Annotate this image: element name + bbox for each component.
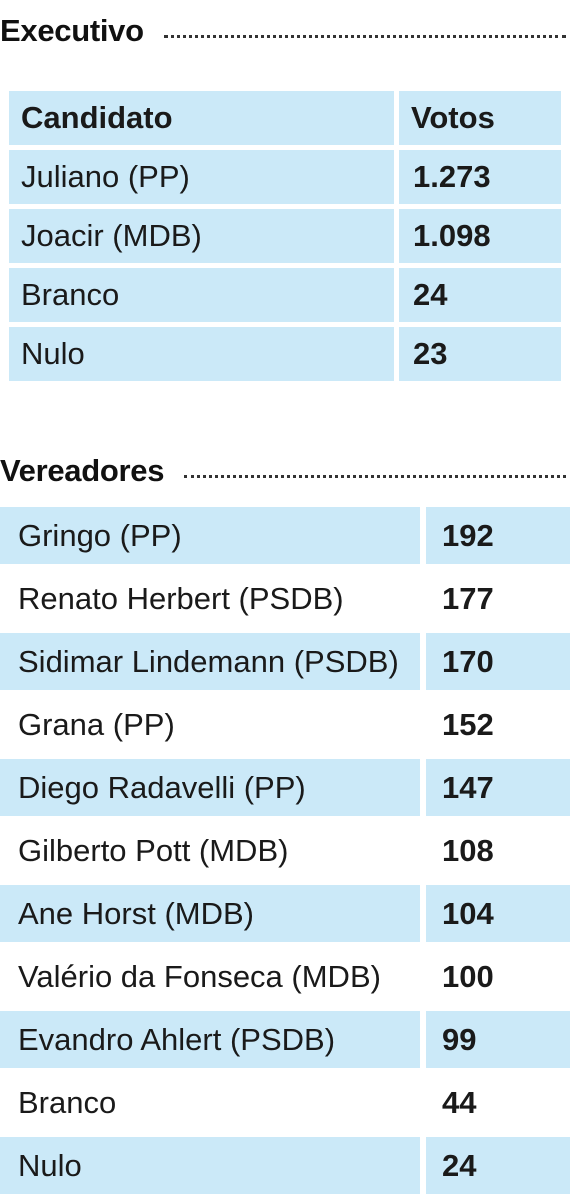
- table-row: Sidimar Lindemann (PSDB) 170: [0, 633, 570, 696]
- vereadores-table: Gringo (PP) 192 Renato Herbert (PSDB) 17…: [0, 507, 570, 1200]
- vereadores-title: Vereadores: [0, 453, 165, 488]
- executivo-title: Executivo: [0, 13, 144, 48]
- table-row: Evandro Ahlert (PSDB) 99: [0, 1011, 570, 1074]
- column-header-candidate: Candidato: [9, 91, 394, 145]
- candidate-name: Branco: [0, 1074, 420, 1137]
- candidate-name: Grana (PP): [0, 696, 420, 759]
- executivo-section-header: Executivo: [0, 10, 570, 52]
- vote-count: 24: [399, 268, 561, 322]
- vote-count: 99: [420, 1011, 570, 1074]
- table-row: Branco 24: [9, 268, 561, 322]
- table-header-row: Candidato Votos: [9, 91, 561, 145]
- candidate-name: Diego Radavelli (PP): [0, 759, 420, 822]
- table-row: Nulo 24: [0, 1137, 570, 1200]
- candidate-name: Gilberto Pott (MDB): [0, 822, 420, 885]
- candidate-name: Nulo: [9, 327, 394, 381]
- table-row: Renato Herbert (PSDB) 177: [0, 570, 570, 633]
- table-row: Grana (PP) 152: [0, 696, 570, 759]
- table-row: Joacir (MDB) 1.098: [9, 209, 561, 263]
- candidate-name: Renato Herbert (PSDB): [0, 570, 420, 633]
- column-header-votes: Votos: [399, 91, 561, 145]
- vereadores-section-header: Vereadores: [0, 450, 570, 492]
- vote-count: 108: [420, 822, 570, 885]
- vote-count: 192: [420, 507, 570, 570]
- table-row: Nulo 23: [9, 327, 561, 381]
- vote-count: 1.273: [399, 150, 561, 204]
- vote-count: 170: [420, 633, 570, 696]
- candidate-name: Gringo (PP): [0, 507, 420, 570]
- candidate-name: Joacir (MDB): [9, 209, 394, 263]
- table-row: Gilberto Pott (MDB) 108: [0, 822, 570, 885]
- vote-count: 147: [420, 759, 570, 822]
- candidate-name: Valério da Fonseca (MDB): [0, 948, 420, 1011]
- vote-count: 177: [420, 570, 570, 633]
- table-row: Gringo (PP) 192: [0, 507, 570, 570]
- vote-count: 104: [420, 885, 570, 948]
- table-row: Juliano (PP) 1.273: [9, 150, 561, 204]
- candidate-name: Branco: [9, 268, 394, 322]
- vote-count: 44: [420, 1074, 570, 1137]
- candidate-name: Juliano (PP): [9, 150, 394, 204]
- candidate-name: Nulo: [0, 1137, 420, 1200]
- table-row: Branco 44: [0, 1074, 570, 1137]
- executivo-table: Candidato Votos Juliano (PP) 1.273 Joaci…: [4, 86, 566, 386]
- dotted-leader: [184, 474, 566, 478]
- candidate-name: Ane Horst (MDB): [0, 885, 420, 948]
- candidate-name: Evandro Ahlert (PSDB): [0, 1011, 420, 1074]
- vote-count: 24: [420, 1137, 570, 1200]
- dotted-leader: [163, 34, 566, 38]
- vote-count: 23: [399, 327, 561, 381]
- vote-count: 1.098: [399, 209, 561, 263]
- table-row: Valério da Fonseca (MDB) 100: [0, 948, 570, 1011]
- vote-count: 152: [420, 696, 570, 759]
- table-row: Diego Radavelli (PP) 147: [0, 759, 570, 822]
- candidate-name: Sidimar Lindemann (PSDB): [0, 633, 420, 696]
- vote-count: 100: [420, 948, 570, 1011]
- table-row: Ane Horst (MDB) 104: [0, 885, 570, 948]
